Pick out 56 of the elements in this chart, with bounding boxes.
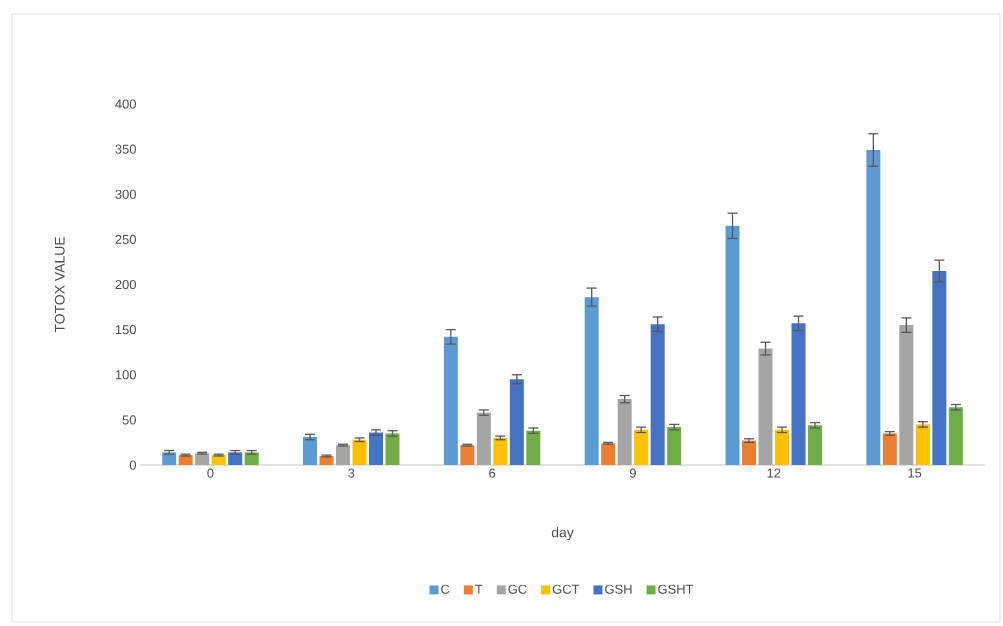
bar xyxy=(899,325,914,465)
bar xyxy=(634,429,649,465)
bar xyxy=(460,445,475,465)
bar xyxy=(725,225,740,465)
y-tick-label: 250 xyxy=(115,234,136,244)
bar xyxy=(369,432,383,465)
legend-label: GSH xyxy=(605,584,632,594)
bar xyxy=(385,433,400,465)
y-tick-label: 50 xyxy=(122,415,136,425)
legend-label: GCT xyxy=(552,584,580,594)
bar xyxy=(303,437,317,465)
bar xyxy=(244,452,259,465)
bar xyxy=(915,424,930,465)
bar xyxy=(617,399,632,465)
y-tick-label: 300 xyxy=(115,189,136,199)
x-tick-label: 3 xyxy=(348,468,355,478)
y-tick-label: 0 xyxy=(129,460,136,470)
bar xyxy=(526,430,541,465)
y-tick-label: 200 xyxy=(115,279,136,290)
bar xyxy=(808,425,822,465)
x-tick-label: 12 xyxy=(767,468,781,478)
bar xyxy=(584,297,599,465)
bar xyxy=(601,443,616,465)
legend-label: GSHT xyxy=(658,584,694,594)
bar xyxy=(742,440,756,465)
bar xyxy=(162,452,177,465)
bar xyxy=(791,323,806,465)
legend-label: C xyxy=(441,584,450,594)
bar xyxy=(882,433,897,465)
legend-label: T xyxy=(475,584,483,594)
bar xyxy=(493,437,508,465)
legend-label: GC xyxy=(508,584,527,594)
x-tick-label: 15 xyxy=(908,468,922,478)
bar xyxy=(195,453,210,465)
bar xyxy=(758,348,773,465)
bar xyxy=(228,452,243,465)
bar xyxy=(650,324,665,465)
bar xyxy=(932,270,947,465)
bar xyxy=(866,150,881,465)
bar xyxy=(476,412,491,465)
y-tick-label: 350 xyxy=(115,144,136,154)
x-tick-label: 0 xyxy=(207,468,214,478)
bar xyxy=(352,439,367,465)
bar xyxy=(336,445,350,465)
x-tick-label: 6 xyxy=(489,468,496,478)
x-axis-title: day xyxy=(551,527,574,541)
y-axis-title: TOTOX VALUE xyxy=(54,237,65,333)
bar xyxy=(509,379,524,465)
x-tick-label: 9 xyxy=(629,468,636,478)
y-tick-label: 100 xyxy=(115,370,136,380)
y-tick-label: 150 xyxy=(115,325,136,335)
bar xyxy=(775,429,789,465)
bar xyxy=(443,336,458,465)
y-tick-label: 400 xyxy=(115,99,136,109)
bar xyxy=(667,427,682,465)
bar xyxy=(948,407,963,465)
